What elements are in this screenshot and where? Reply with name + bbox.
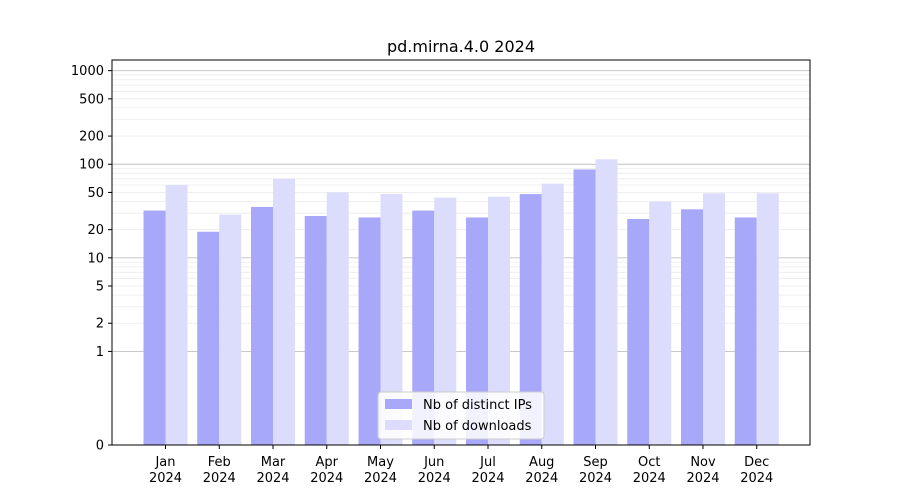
y-tick-label: 0: [96, 439, 104, 454]
y-tick-label: 20: [87, 223, 104, 238]
x-tick-label-month: Jun: [423, 455, 444, 470]
x-tick-label-year: 2024: [740, 471, 773, 486]
x-axis: Jan2024Feb2024Mar2024Apr2024May2024Jun20…: [149, 445, 773, 486]
x-tick-label-year: 2024: [471, 471, 504, 486]
x-tick-label-year: 2024: [418, 471, 451, 486]
legend-box: [377, 391, 545, 440]
y-tick-label: 2: [96, 317, 104, 332]
bar-downloads: [273, 178, 295, 446]
bar-distinct-ips: [197, 231, 220, 445]
legend-swatch: [385, 420, 412, 430]
bar-distinct-ips: [358, 217, 381, 445]
bars: [143, 159, 779, 446]
bar-distinct-ips: [627, 218, 650, 445]
chart-title: pd.mirna.4.0 2024: [387, 37, 535, 56]
bar-downloads: [165, 185, 188, 445]
bar-distinct-ips: [734, 217, 757, 445]
bar-distinct-ips: [143, 210, 166, 445]
x-tick-label-month: Oct: [638, 455, 660, 470]
legend: Nb of distinct IPs Nb of downloads: [377, 391, 545, 440]
x-tick-label-year: 2024: [310, 471, 343, 486]
bar-downloads: [219, 214, 242, 445]
y-tick-label: 100: [79, 158, 104, 173]
x-tick-label-year: 2024: [364, 471, 397, 486]
bar-distinct-ips: [681, 209, 703, 445]
legend-label: Nb of downloads: [423, 419, 532, 434]
bar-distinct-ips: [304, 215, 327, 445]
y-tick-label: 10: [87, 251, 104, 266]
y-axis: 0 1 2 5 10 20 50 100 200 500 1000: [71, 64, 112, 454]
bar-downloads: [756, 193, 779, 445]
bar-downloads: [488, 196, 510, 445]
bar-downloads: [380, 194, 403, 445]
legend-swatch: [385, 399, 412, 409]
bar-distinct-ips: [412, 210, 435, 445]
bar-downloads: [649, 201, 672, 445]
x-tick-label-year: 2024: [633, 471, 666, 486]
x-tick-label-year: 2024: [525, 471, 558, 486]
x-tick-label-year: 2024: [686, 471, 719, 486]
x-tick-label-year: 2024: [149, 471, 182, 486]
x-tick-label-month: Jan: [154, 455, 175, 470]
y-tick-label: 5: [96, 280, 104, 295]
bar-downloads: [595, 159, 618, 446]
x-tick-label-month: Aug: [529, 455, 554, 470]
bar-downloads: [326, 192, 349, 445]
bar-distinct-ips: [519, 194, 542, 445]
y-tick-label: 500: [79, 92, 104, 107]
x-tick-label-month: Feb: [208, 455, 231, 470]
x-tick-label-month: Sep: [583, 455, 608, 470]
y-tick-label: 200: [79, 130, 104, 145]
x-tick-label-month: Dec: [744, 455, 769, 470]
x-tick-label-month: Jul: [479, 455, 496, 470]
legend-label: Nb of distinct IPs: [423, 398, 532, 413]
bar-distinct-ips: [251, 206, 273, 445]
bar-distinct-ips: [466, 217, 488, 445]
x-tick-label-year: 2024: [203, 471, 236, 486]
x-tick-label-year: 2024: [579, 471, 612, 486]
x-tick-label-month: Apr: [316, 455, 339, 470]
bar-downloads: [541, 183, 564, 445]
x-tick-label-year: 2024: [256, 471, 289, 486]
plot-frame: [111, 59, 811, 446]
x-tick-label-month: Nov: [690, 455, 716, 470]
y-tick-label: 1000: [71, 64, 104, 79]
x-tick-label-month: Mar: [261, 455, 286, 470]
bar-downloads: [434, 197, 457, 445]
y-tick-label: 50: [87, 186, 104, 201]
x-tick-label-month: May: [367, 455, 394, 470]
bar-downloads: [703, 193, 725, 445]
y-tick-label: 1: [96, 345, 104, 360]
bar-distinct-ips: [573, 169, 596, 446]
